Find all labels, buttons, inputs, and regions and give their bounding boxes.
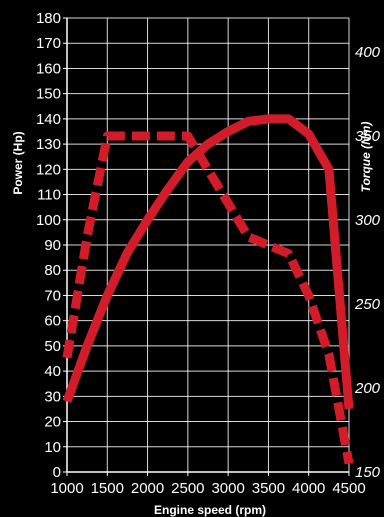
left-tick-label: 180	[36, 10, 61, 27]
left-tick-label: 150	[36, 86, 61, 103]
left-tick-label: 40	[44, 363, 61, 380]
right-tick-label: 350	[355, 128, 381, 145]
right-tick-label: 150	[355, 464, 381, 481]
left-tick-label: 100	[36, 212, 61, 229]
left-tick-label: 10	[44, 439, 61, 456]
x-tick-label: 1500	[91, 480, 124, 497]
x-tick-label: 3500	[252, 480, 285, 497]
left-tick-label: 170	[36, 35, 61, 52]
x-tick-label: 3000	[211, 480, 244, 497]
left-tick-label: 160	[36, 60, 61, 77]
tick-labels: 0 10 20 30 40 50 60 70 80 90 100 110 120 130 140 150 160…	[36, 10, 381, 497]
series-group	[62, 114, 354, 465]
x-tick-label: 2000	[131, 480, 164, 497]
left-tick-label: 30	[44, 388, 61, 405]
left-tick-label: 50	[44, 338, 61, 355]
right-tick-label: 200	[354, 380, 381, 397]
left-tick-label: 0	[53, 464, 61, 481]
left-tick-label: 80	[44, 262, 61, 279]
right-tick-label: 300	[355, 212, 381, 229]
x-tick-label: 4500	[332, 480, 365, 497]
x-tick-label: 2500	[171, 480, 204, 497]
right-axis-title: Torque (Nm)	[359, 122, 373, 193]
x-tick-label: 4000	[292, 480, 325, 497]
x-axis-title: Engine speed (rpm)	[154, 503, 266, 517]
left-tick-label: 90	[44, 237, 61, 254]
left-tick-label: 130	[36, 136, 61, 153]
left-tick-label: 60	[44, 313, 61, 330]
left-tick-label: 20	[44, 414, 61, 431]
x-tick-label: 1000	[50, 480, 83, 497]
right-tick-label: 250	[354, 296, 381, 313]
power-series-line	[62, 114, 354, 410]
grid	[63, 17, 350, 476]
left-tick-label: 70	[44, 287, 61, 304]
left-tick-label: 110	[37, 187, 61, 204]
left-tick-label: 120	[36, 161, 61, 178]
left-tick-label: 140	[36, 111, 61, 128]
right-tick-label: 400	[355, 44, 381, 61]
left-axis-title: Power (Hp)	[11, 131, 25, 194]
torque-series-line	[62, 131, 354, 465]
